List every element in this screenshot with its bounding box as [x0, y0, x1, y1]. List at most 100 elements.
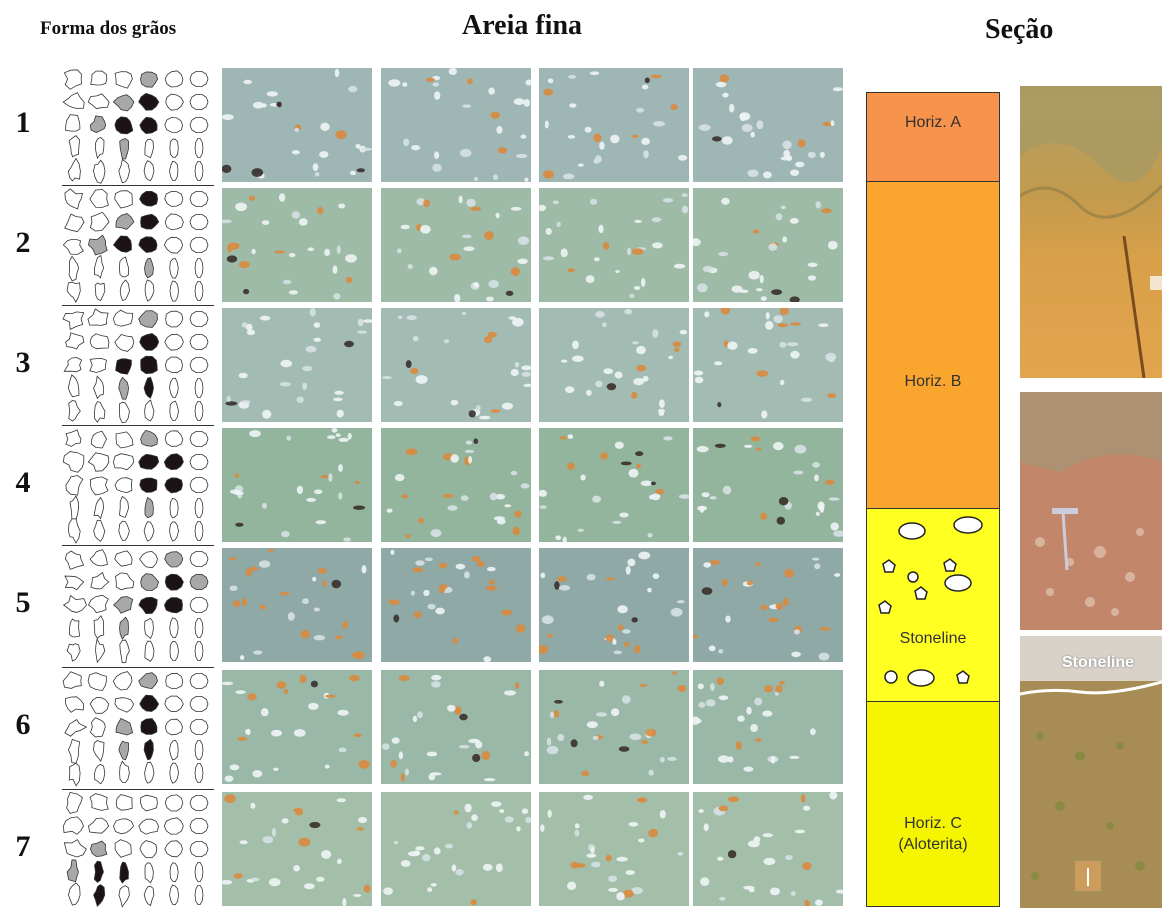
grain-outline [189, 696, 209, 712]
grain-outline [194, 498, 204, 518]
grain-outline [194, 618, 204, 638]
grain-outline [143, 738, 154, 761]
grain-outline [144, 257, 154, 279]
grain-outline [138, 236, 158, 253]
grain-outline [169, 400, 179, 421]
grain-outline [89, 793, 109, 811]
grain-outline [114, 334, 135, 352]
horizon-c-label: Horiz. C [904, 815, 962, 832]
grain-outline [144, 617, 154, 640]
grain-outline [89, 697, 110, 714]
grain-outline [144, 138, 154, 159]
grain-outline [90, 430, 108, 449]
grain-shape-chart [62, 428, 214, 546]
grain-outline [189, 191, 209, 207]
grain-outline [114, 839, 132, 858]
grain-outline [93, 375, 105, 400]
grain-outline [67, 518, 81, 544]
grain-outline [119, 495, 130, 518]
grain-outline [114, 190, 133, 209]
sand-micrograph [539, 188, 689, 302]
grain-outline [144, 640, 155, 662]
grain-outline [189, 454, 209, 470]
grain-outline [164, 695, 184, 713]
sand-micrograph [539, 792, 689, 906]
grain-outline [89, 211, 110, 232]
sand-micrograph [222, 792, 372, 906]
grain-outline [194, 740, 204, 760]
grain-outline [87, 452, 110, 472]
grain-outline [112, 671, 133, 691]
grain-outline [194, 862, 204, 882]
grain-shape-chart [62, 308, 214, 426]
grain-outline [65, 332, 85, 350]
sand-micrograph [539, 428, 689, 542]
row-number: 1 [15, 106, 31, 139]
grain-outline [119, 138, 130, 160]
grain-outline [112, 94, 135, 112]
horizon-a-layer: Horiz. A [866, 92, 1000, 182]
grain-outline [112, 453, 135, 471]
grain-shape-chart [62, 792, 214, 910]
grain-outline [138, 453, 160, 470]
grain-outline [93, 519, 106, 542]
grain-outline [189, 551, 209, 567]
grain-outline [189, 334, 209, 350]
grain-outline [144, 497, 154, 519]
grain-outline [138, 672, 158, 690]
grain-outline [62, 671, 82, 689]
grain-outline [112, 309, 134, 327]
grain-outline [169, 377, 179, 398]
sand-micrograph [693, 308, 843, 422]
grain-outline [64, 719, 88, 737]
grain-outline [63, 839, 87, 858]
grain-outline [163, 817, 184, 835]
grain-outline [139, 116, 158, 135]
grain-outline [64, 188, 84, 210]
grain-outline [89, 357, 107, 373]
row-divider [62, 185, 214, 186]
grain-outline [115, 213, 135, 230]
grain-outline [119, 401, 130, 424]
grain-outline [164, 117, 184, 133]
sand-micrograph [381, 308, 531, 422]
grain-outline [87, 594, 109, 613]
grain-outline [67, 738, 81, 764]
grain-outline [189, 311, 209, 327]
grain-outline [189, 237, 209, 253]
grain-outline [139, 840, 158, 859]
field-photo-bottom: Stoneline [1020, 636, 1162, 908]
grain-outline [144, 399, 155, 422]
row-number: 6 [15, 708, 31, 741]
stoneline-layer: Stoneline [866, 508, 1000, 702]
grain-outline [94, 282, 106, 302]
sand-micrograph [381, 428, 531, 542]
grain-outline [140, 718, 158, 735]
grain-outline [115, 358, 132, 375]
grain-shape-chart [62, 188, 214, 306]
grain-outline [140, 213, 160, 230]
grain-outline [65, 429, 82, 447]
grain-outline [118, 885, 130, 908]
grain-outline [189, 117, 209, 133]
grain-outline [65, 114, 81, 132]
grain-outline [62, 594, 87, 613]
grain-outline [112, 596, 134, 614]
grain-outline [169, 497, 179, 519]
sand-micrograph [693, 670, 843, 784]
horizon-b-layer: Horiz. B [866, 181, 1000, 509]
grain-outline [169, 739, 179, 761]
grain-outline [112, 235, 132, 253]
grain-outline [119, 616, 129, 640]
grain-outline [143, 160, 155, 182]
grain-outline [115, 431, 134, 449]
sand-micrograph [693, 68, 843, 182]
grain-outline [115, 794, 133, 811]
grain-outline [164, 551, 184, 568]
grain-outline [189, 719, 209, 735]
grain-outline [189, 357, 209, 373]
row-divider [62, 305, 214, 306]
stoneline-label: Stoneline [899, 630, 967, 647]
grain-outline [143, 376, 154, 399]
grain-outline [93, 614, 105, 639]
